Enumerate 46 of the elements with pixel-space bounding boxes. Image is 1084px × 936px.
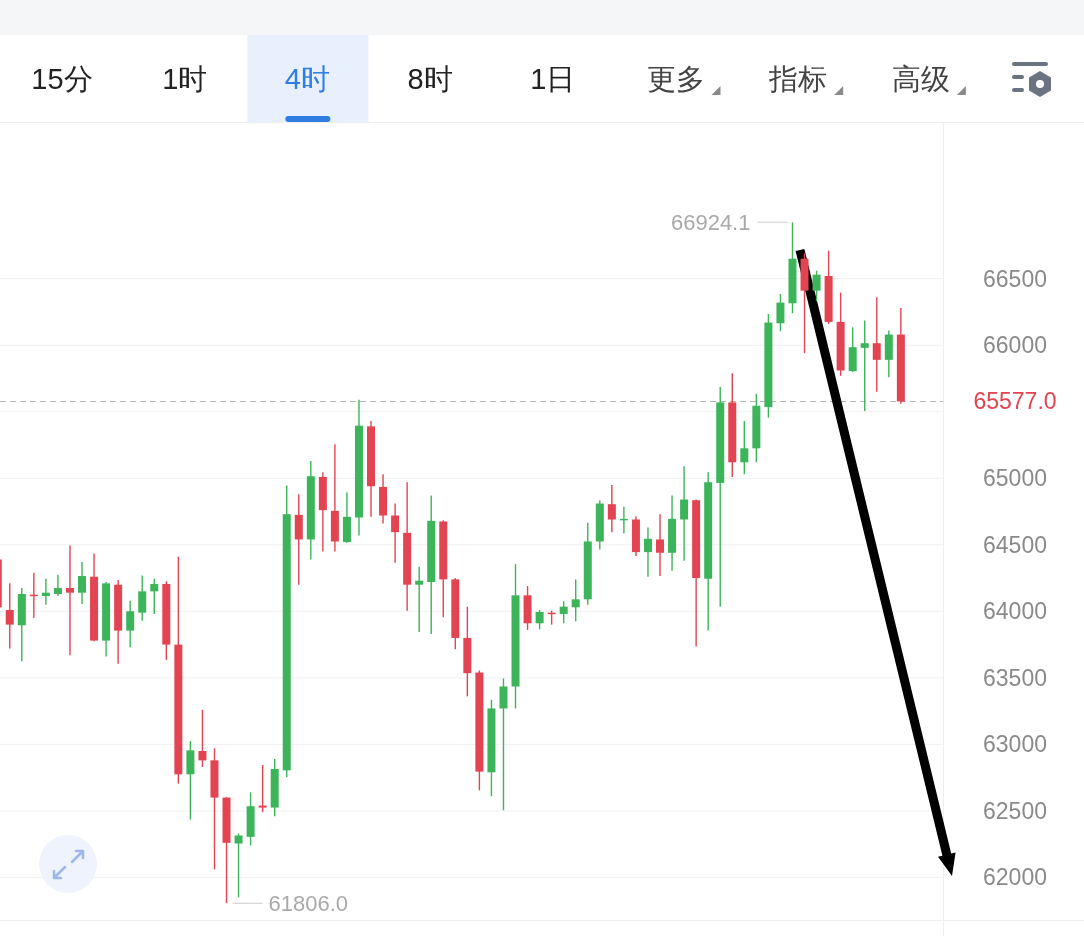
candlestick bbox=[559, 600, 568, 624]
y-tick-label: 62000 bbox=[983, 864, 1047, 891]
candlestick bbox=[126, 599, 135, 648]
annotation: 66924.1 bbox=[670, 209, 751, 235]
candlestick bbox=[872, 296, 881, 393]
candlestick bbox=[848, 326, 857, 373]
candlestick bbox=[740, 420, 749, 475]
candlestick bbox=[186, 740, 195, 821]
y-tick-label: 66500 bbox=[983, 265, 1047, 292]
ref-line-label: 65577.0 bbox=[973, 388, 1057, 415]
candlestick bbox=[5, 582, 14, 650]
text: 更多 bbox=[646, 63, 705, 95]
candlestick bbox=[812, 269, 821, 302]
candlestick bbox=[415, 566, 424, 633]
y-tick-label: 64500 bbox=[983, 531, 1047, 558]
text: 高级 bbox=[891, 63, 950, 95]
text: 8时 bbox=[407, 63, 453, 95]
text: 15分 bbox=[31, 63, 93, 95]
y-tick-label: 63500 bbox=[983, 664, 1047, 691]
candlestick bbox=[150, 578, 159, 615]
candlestick bbox=[391, 502, 400, 564]
text: 1日 bbox=[530, 63, 576, 95]
text: 1时 bbox=[162, 63, 208, 95]
candlestick bbox=[499, 677, 508, 811]
text: 4时 bbox=[284, 63, 330, 95]
y-tick-label: 66000 bbox=[983, 332, 1047, 359]
y-tick-label: 62500 bbox=[983, 797, 1047, 824]
y-tick-label: 63000 bbox=[983, 731, 1047, 758]
candlestick bbox=[607, 484, 616, 533]
candlestick bbox=[571, 578, 580, 622]
candlestick bbox=[656, 513, 665, 577]
y-tick-label: 65000 bbox=[983, 465, 1047, 492]
candlestick bbox=[643, 526, 652, 578]
candlestick bbox=[78, 561, 87, 605]
candlestick bbox=[65, 544, 74, 656]
candlestick bbox=[258, 764, 267, 813]
candlestick bbox=[198, 709, 207, 768]
candlestick bbox=[535, 609, 544, 630]
annotation: 61806.0 bbox=[268, 890, 349, 916]
candlestick bbox=[776, 293, 785, 332]
candlestick bbox=[680, 465, 689, 562]
y-tick-label: 64000 bbox=[983, 598, 1047, 625]
candlestick bbox=[138, 574, 147, 622]
candlestick bbox=[860, 319, 869, 412]
candlestick bbox=[53, 574, 62, 597]
text: 指标 bbox=[768, 63, 828, 95]
